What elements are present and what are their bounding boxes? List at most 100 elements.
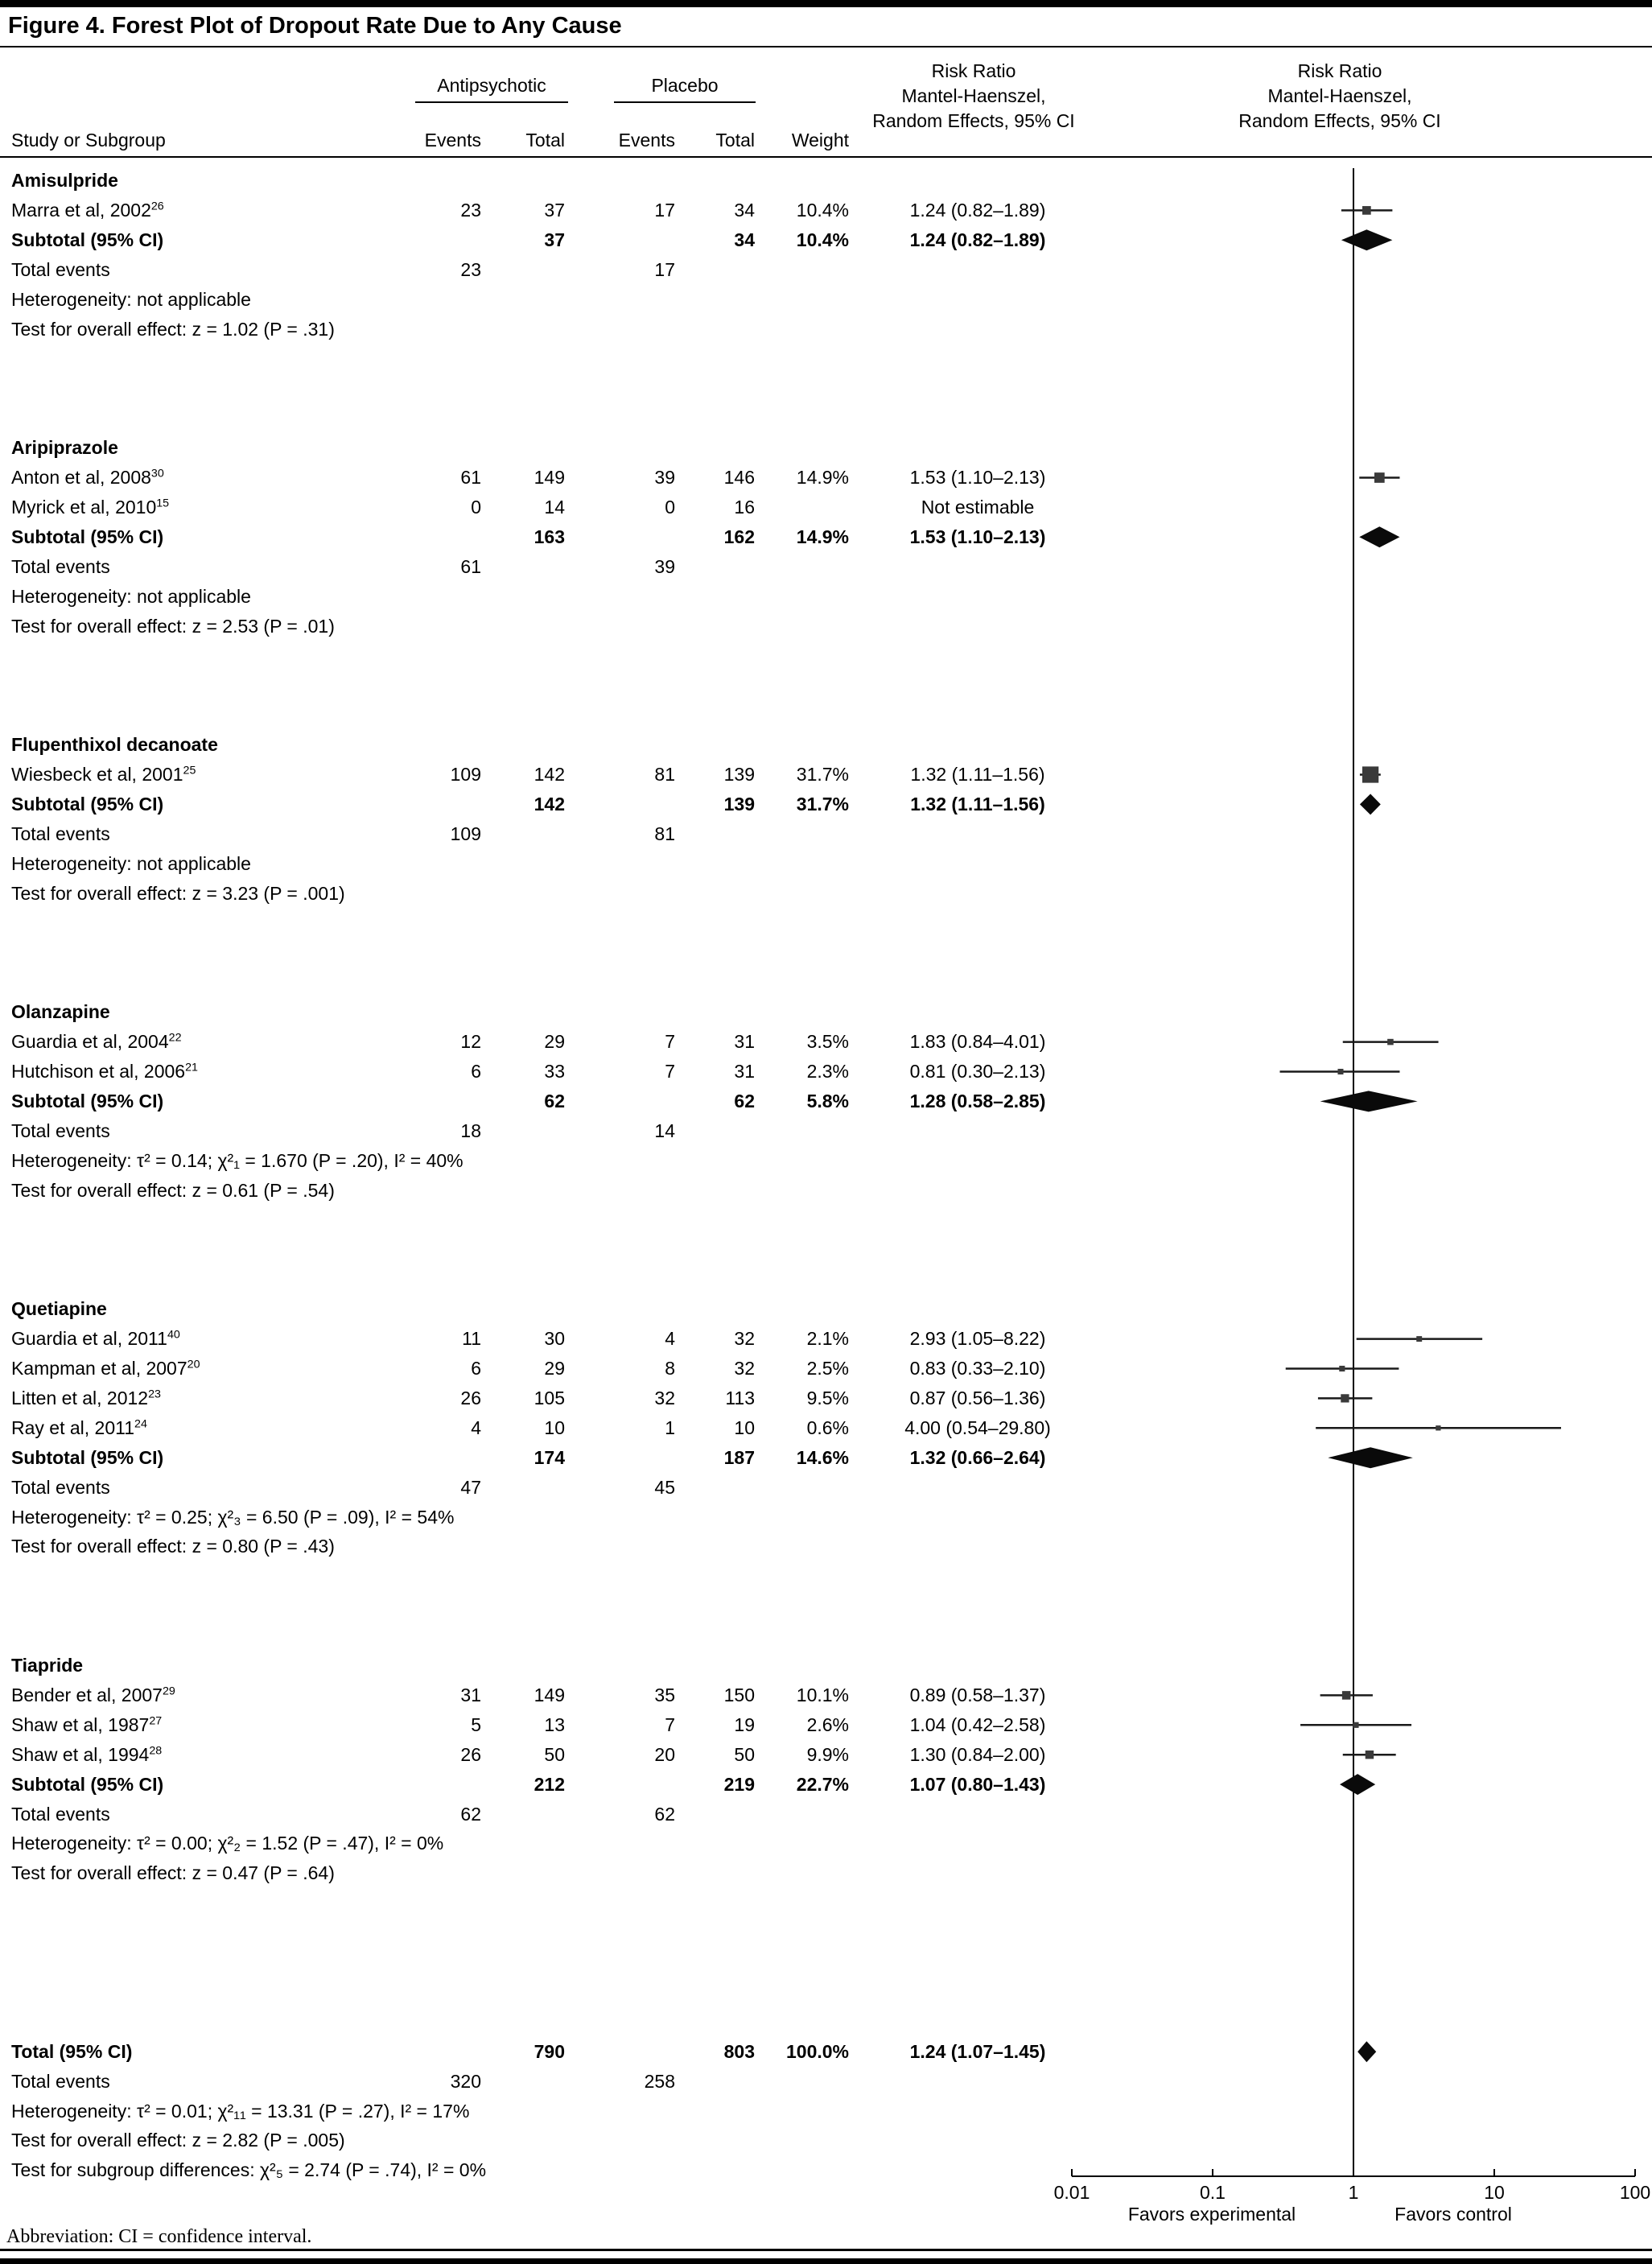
events-antipsychotic: 6 — [471, 1358, 481, 1379]
risk-ratio-text: 1.83 (0.84–4.01) — [909, 1031, 1046, 1053]
study-label: Total events — [11, 555, 816, 579]
table-row: Heterogeneity: not applicable — [0, 287, 1652, 312]
study-label-text: Total events — [11, 1476, 110, 1498]
group-header-row: Aripiprazole — [0, 435, 1652, 460]
risk-ratio-text: 0.81 (0.30–2.13) — [909, 1061, 1046, 1082]
total-antipsychotic: 105 — [534, 1387, 565, 1408]
total-placebo: 139 — [723, 764, 755, 785]
study-label-text: Bender et al, 2007 — [11, 1684, 163, 1705]
study-label: Subtotal (95% CI) — [11, 1445, 816, 1470]
total-antipsychotic: 149 — [534, 467, 565, 488]
risk-ratio-text: 1.32 (1.11–1.56) — [910, 764, 1045, 785]
bottom-rule-thick — [0, 2258, 1652, 2264]
subtotal-row: Subtotal (95% CI) 62 62 5.8% 1.28 (0.58–2.85… — [0, 1089, 1652, 1114]
study-label: Ray et al, 201124 — [11, 1416, 816, 1441]
events-placebo: 1 — [665, 1417, 675, 1438]
risk-ratio-text: 1.24 (0.82–1.89) — [909, 229, 1046, 250]
subtotal-row: Subtotal (95% CI) 37 34 10.4% 1.24 (0.82–1.8… — [0, 228, 1652, 253]
study-label-text: Test for overall effect: z = 0.47 (P = .… — [11, 1862, 335, 1884]
rr-header-line1: Risk Ratio — [1297, 60, 1382, 81]
group-header-row: Amisulpride — [0, 168, 1652, 193]
total-placebo: 32 — [734, 1358, 755, 1379]
study-label-text: Marra et al, 2002 — [11, 199, 151, 221]
risk-ratio-text: 2.93 (1.05–8.22) — [909, 1328, 1046, 1350]
events-antipsychotic: 109 — [450, 764, 481, 785]
table-row: Test for overall effect: z = 2.53 (P = .… — [0, 614, 1652, 639]
total-placebo: 34 — [734, 229, 755, 250]
column-header-total-antipsychotic: Total — [525, 130, 565, 151]
events-placebo: 39 — [654, 467, 675, 488]
study-label: Test for overall effect: z = 1.02 (P = .… — [11, 317, 816, 342]
study-label: Test for overall effect: z = 0.61 (P = .… — [11, 1178, 816, 1203]
study-label-text: Ray et al, 2011 — [11, 1417, 135, 1438]
table-row: Total events 62 62 — [0, 1802, 1652, 1827]
placebo-underline — [614, 101, 756, 103]
column-header-events-antipsychotic: Events — [424, 130, 481, 151]
study-row: Ray et al, 201124 4 10 1 10 0.6% 4.00 (0.54–29… — [0, 1416, 1652, 1441]
events-antipsychotic: 11 — [462, 1328, 481, 1350]
group-header-row: Quetiapine — [0, 1297, 1652, 1322]
subtotal-row: Subtotal (95% CI) 142 139 31.7% 1.32 (1.11–1… — [0, 792, 1652, 817]
study-row: Kampman et al, 200720 6 29 8 32 2.5% 0.83 (0.3… — [0, 1356, 1652, 1381]
effect-square-marker — [1362, 766, 1379, 783]
study-label: Kampman et al, 200720 — [11, 1356, 816, 1381]
total-antipsychotic: 10 — [544, 1417, 565, 1438]
total-antipsychotic: 50 — [544, 1743, 565, 1765]
study-label: Guardia et al, 200422 — [11, 1029, 816, 1054]
events-antipsychotic: 26 — [460, 1387, 481, 1408]
study-label: Test for overall effect: z = 0.80 (P = .… — [11, 1534, 816, 1559]
events-placebo: 39 — [654, 555, 675, 577]
study-label: Total events — [11, 1119, 816, 1144]
effect-square-marker — [1362, 206, 1371, 215]
table-row: Total events 61 39 — [0, 555, 1652, 579]
total-antipsychotic: 29 — [544, 1358, 565, 1379]
study-label: Total (95% CI) — [11, 2039, 816, 2064]
study-label: Subtotal (95% CI) — [11, 525, 816, 550]
study-label-text: Subtotal (95% CI) — [11, 229, 164, 250]
reference-superscript: 30 — [150, 467, 164, 480]
study-label-text: Subtotal (95% CI) — [11, 526, 164, 547]
effect-square-marker — [1341, 1691, 1351, 1700]
weight-value: 14.9% — [796, 467, 849, 488]
reference-superscript: 15 — [156, 497, 170, 510]
table-row: Heterogeneity: not applicable — [0, 584, 1652, 609]
table-row: Test for subgroup differences: χ²₅ = 2.7… — [0, 2158, 1652, 2183]
weight-value: 2.1% — [806, 1328, 849, 1350]
favors-experimental-label: Favors experimental — [1127, 2204, 1296, 2225]
table-row: Heterogeneity: not applicable — [0, 852, 1652, 876]
study-label-text: Guardia et al, 2004 — [11, 1031, 169, 1053]
study-label-text: Subtotal (95% CI) — [11, 1090, 164, 1111]
study-label-text: Subtotal (95% CI) — [11, 1446, 164, 1468]
events-placebo: 4 — [665, 1328, 675, 1350]
weight-value: 14.9% — [796, 526, 849, 547]
risk-ratio-text: 0.89 (0.58–1.37) — [909, 1684, 1046, 1705]
study-label-text: Total events — [11, 823, 110, 844]
study-label: Heterogeneity: τ² = 0.25; χ²₃ = 6.50 (P … — [11, 1505, 816, 1530]
column-header-events-placebo: Events — [618, 130, 675, 151]
total-placebo: 62 — [734, 1090, 755, 1111]
risk-ratio-text: 1.24 (1.07–1.45) — [909, 2040, 1046, 2062]
study-label: Subtotal (95% CI) — [11, 1772, 816, 1797]
table-row: Heterogeneity: τ² = 0.25; χ²₃ = 6.50 (P … — [0, 1505, 1652, 1530]
total-antipsychotic: 33 — [544, 1061, 565, 1082]
study-label-text: Wiesbeck et al, 2001 — [11, 764, 183, 785]
study-label: Flupenthixol decanoate — [11, 732, 816, 757]
rr-header-line3: Random Effects, 95% CI — [1238, 110, 1441, 131]
events-antipsychotic: 47 — [460, 1476, 481, 1498]
effect-square-marker — [1365, 1750, 1374, 1759]
total-row: Total (95% CI) 790 803 100.0% 1.24 (1.07–1.4… — [0, 2039, 1652, 2064]
study-label-text: Shaw et al, 1987 — [11, 1713, 150, 1735]
total-placebo: 34 — [734, 199, 755, 221]
events-placebo: 14 — [654, 1120, 675, 1141]
reference-superscript: 22 — [168, 1031, 182, 1045]
events-antipsychotic: 26 — [460, 1743, 481, 1765]
study-label: Total events — [11, 822, 816, 847]
pooled-diamond-marker — [1359, 526, 1400, 548]
table-row: Test for overall effect: z = 1.02 (P = .… — [0, 317, 1652, 342]
reference-superscript: 29 — [162, 1685, 175, 1698]
risk-ratio-text: 4.00 (0.54–29.80) — [904, 1417, 1051, 1438]
total-antipsychotic: 142 — [534, 793, 565, 814]
study-label-text: Total events — [11, 1803, 110, 1825]
study-row: Hutchison et al, 200621 6 33 7 31 2.3% 0.81 (0… — [0, 1059, 1652, 1084]
